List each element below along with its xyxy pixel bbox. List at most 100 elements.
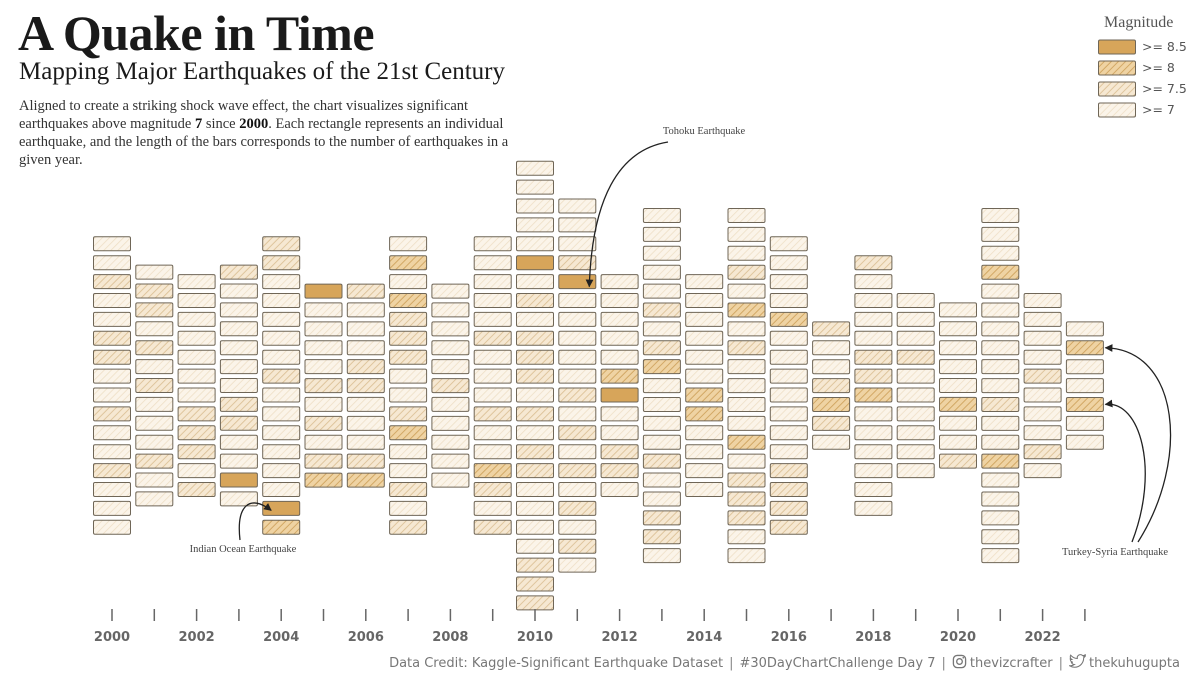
quake-rect-2004-9 — [262, 387, 301, 403]
quake-rect-2019-8 — [896, 425, 935, 441]
quake-rect-2020-5 — [939, 378, 977, 393]
quake-rect-2009-11 — [473, 425, 512, 441]
quake-rect-2001-5 — [135, 340, 174, 356]
quake-rect-2014-4 — [685, 330, 724, 346]
quake-rect-2009-15 — [473, 500, 512, 516]
quake-rect-2003-10 — [219, 434, 258, 450]
quake-rect-2009-7 — [473, 349, 512, 365]
quake-rect-2015-16 — [727, 491, 766, 507]
quake-rect-2016-1 — [769, 236, 808, 252]
quake-rect-2009-14 — [473, 482, 512, 497]
quake-rect-2014-1 — [685, 274, 724, 290]
footer-separator: | — [729, 656, 734, 671]
quake-rect-2009-3 — [473, 274, 512, 290]
quake-rect-2010-3 — [516, 198, 554, 214]
quake-rect-2013-5 — [642, 283, 681, 299]
quake-rect-2022-3 — [1023, 330, 1062, 346]
instagram-handle[interactable]: thevizcrafter — [969, 656, 1053, 671]
quake-rect-2005-9 — [304, 434, 343, 450]
annotation-arrow-turkey-syria-2 — [1104, 399, 1146, 543]
annotation-tohoku: Tohoku Earthquake — [663, 126, 746, 137]
quake-rect-2014-9 — [685, 425, 724, 441]
quake-rect-2000-9 — [93, 387, 131, 403]
quake-rect-2009-12 — [473, 444, 512, 460]
quake-rect-2022-10 — [1023, 463, 1062, 479]
quake-rect-2021-5 — [981, 283, 1020, 299]
x-tick-label-2006: 2006 — [348, 630, 384, 645]
quake-rect-2007-14 — [389, 482, 428, 497]
quake-rect-2016-9 — [769, 387, 808, 403]
quake-rect-2023-1 — [1065, 321, 1104, 337]
quake-rect-2004-13 — [262, 463, 301, 479]
quake-rect-2010-20 — [516, 519, 554, 535]
x-tick-label-2012: 2012 — [602, 630, 638, 645]
quake-rect-2011-13 — [558, 425, 597, 441]
quake-rect-2006-3 — [346, 321, 385, 337]
quake-rect-2009-9 — [473, 387, 512, 403]
description-text-1: Aligned to create a striking shock wave … — [19, 98, 469, 132]
quake-rect-2020-7 — [939, 415, 977, 431]
quake-rect-2021-3 — [981, 245, 1020, 261]
quake-rect-2006-1 — [346, 283, 385, 299]
quake-rect-2008-3 — [431, 321, 470, 337]
quake-rect-2009-4 — [473, 293, 512, 308]
quake-rect-2006-10 — [346, 453, 385, 469]
quake-rect-2003-4 — [219, 321, 258, 337]
quake-rect-2006-11 — [346, 472, 385, 488]
quake-rect-2005-4 — [304, 340, 343, 356]
quake-rect-2011-18 — [558, 519, 597, 535]
quake-rect-2005-11 — [304, 472, 343, 488]
quake-rect-2014-7 — [685, 387, 724, 403]
quake-rect-2003-11 — [219, 453, 258, 469]
quake-rect-2022-9 — [1023, 444, 1062, 460]
quake-rect-2011-15 — [558, 463, 597, 479]
legend-swatch — [1098, 102, 1136, 117]
quake-rect-2002-8 — [177, 406, 216, 422]
quake-rect-2012-3 — [600, 311, 639, 327]
quake-rect-2005-6 — [304, 378, 343, 394]
quake-rect-2010-14 — [516, 406, 554, 422]
quake-rect-2020-3 — [939, 340, 977, 356]
quake-rect-2013-4 — [642, 264, 681, 280]
quake-rect-2014-8 — [685, 406, 724, 422]
quake-rect-2016-4 — [769, 293, 808, 308]
quake-rect-2012-5 — [600, 349, 639, 365]
description-text-2: since — [202, 116, 240, 132]
quake-rect-2015-18 — [727, 529, 766, 545]
quake-rect-2007-2 — [389, 255, 428, 271]
quake-rect-2004-5 — [262, 311, 301, 327]
quake-rect-2020-8 — [939, 434, 977, 450]
quake-rect-2019-1 — [896, 293, 935, 308]
earthquake-rectangles — [93, 160, 1104, 611]
quake-rect-2015-2 — [727, 226, 766, 242]
quake-rect-2021-4 — [981, 264, 1020, 280]
quake-rect-2002-3 — [177, 311, 216, 327]
quake-rect-2000-7 — [93, 349, 131, 365]
quake-rect-2021-14 — [981, 453, 1020, 469]
quake-rect-2007-4 — [389, 293, 428, 308]
quake-rect-2001-6 — [135, 359, 174, 375]
quake-rect-2007-6 — [389, 330, 428, 346]
quake-rect-2004-8 — [262, 368, 301, 384]
quake-rect-2005-1 — [304, 283, 343, 299]
quake-rect-2004-2 — [262, 255, 301, 271]
quake-rect-2004-12 — [262, 444, 301, 460]
chart-title: A Quake in Time — [18, 5, 375, 61]
quake-rect-2019-5 — [896, 368, 935, 384]
quake-rect-2021-17 — [981, 510, 1020, 526]
legend-label: >= 8 — [1142, 60, 1175, 75]
quake-rect-2016-13 — [769, 463, 808, 479]
quake-rect-2015-19 — [727, 548, 766, 564]
quake-rect-2008-10 — [431, 453, 470, 469]
legend-label: >= 8.5 — [1142, 39, 1187, 54]
quake-rect-2021-15 — [981, 472, 1020, 488]
quake-rect-2007-8 — [389, 368, 428, 384]
quake-rect-2004-16 — [262, 519, 301, 535]
quake-rect-2007-11 — [389, 425, 428, 441]
quake-rect-2007-15 — [389, 500, 428, 516]
quake-rect-2004-4 — [262, 293, 301, 308]
twitter-handle[interactable]: thekuhugupta — [1089, 656, 1180, 671]
quake-rect-2001-9 — [135, 415, 174, 431]
quake-rect-2015-17 — [727, 510, 766, 526]
quake-rect-2019-7 — [896, 406, 935, 422]
